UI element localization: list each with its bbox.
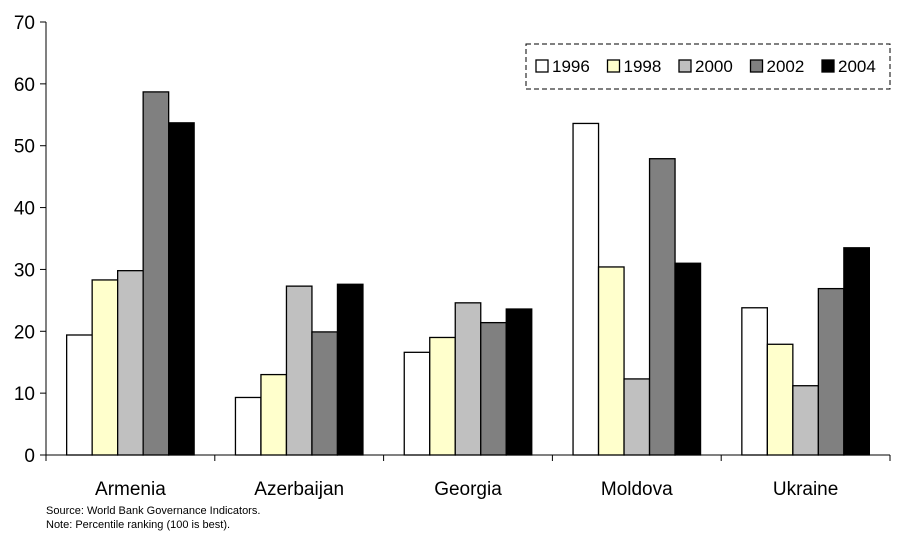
legend-swatch-2000 — [678, 59, 692, 73]
bar-moldova-2004 — [674, 262, 702, 456]
y-tick-label-70: 70 — [14, 13, 35, 34]
legend-label-2000: 2000 — [695, 57, 733, 76]
bar-azerbaijan-2002 — [311, 331, 339, 456]
y-tick-label-0: 0 — [24, 446, 35, 467]
bar-moldova-1998 — [597, 266, 625, 456]
x-axis: Armenia Azerbaijan Georgia Moldova Ukraine — [45, 454, 891, 500]
bars — [66, 91, 870, 456]
bar-georgia-1996 — [403, 351, 431, 456]
y-tick-label-30: 30 — [14, 260, 35, 281]
legend-swatch-1996 — [535, 59, 549, 73]
y-axis: 0 10 20 30 40 50 60 70 — [14, 13, 47, 467]
bar-armenia-1996 — [66, 334, 93, 456]
bar-armenia-1998 — [91, 279, 119, 456]
y-tick-label-60: 60 — [14, 75, 35, 96]
bar-ukraine-2000 — [792, 385, 819, 456]
bar-moldova-2002 — [648, 158, 676, 456]
bar-georgia-1998 — [429, 336, 456, 456]
bar-ukraine-2002 — [817, 287, 845, 456]
bar-azerbaijan-2004 — [336, 283, 364, 456]
y-tick-label-10: 10 — [14, 384, 35, 405]
legend-swatch-1998 — [606, 59, 621, 73]
x-label-georgia: Georgia — [434, 479, 502, 500]
bar-ukraine-2004 — [843, 247, 870, 456]
bar-georgia-2004 — [505, 308, 533, 456]
bar-armenia-2002 — [142, 91, 170, 456]
x-label-ukraine: Ukraine — [773, 479, 838, 500]
percentile-note: Note: Percentile ranking (100 is best). — [46, 519, 231, 531]
x-label-azerbaijan: Azerbaijan — [254, 479, 344, 500]
x-label-armenia: Armenia — [95, 479, 166, 500]
bar-azerbaijan-1998 — [260, 373, 288, 456]
bar-moldova-2000 — [623, 378, 651, 456]
bar-azerbaijan-1996 — [234, 396, 262, 456]
legend-swatch-2002 — [749, 59, 764, 73]
bar-ukraine-1996 — [741, 307, 768, 456]
legend-label-2002: 2002 — [767, 57, 805, 76]
y-tick-label-20: 20 — [14, 322, 35, 343]
y-tick-label-40: 40 — [14, 199, 35, 220]
legend-label-1996: 1996 — [552, 57, 590, 76]
x-label-moldova: Moldova — [601, 479, 673, 500]
source-note: Source: World Bank Governance Indicators… — [46, 505, 261, 517]
legend-label-2004: 2004 — [838, 57, 876, 76]
bar-armenia-2004 — [167, 122, 195, 456]
bar-azerbaijan-2000 — [285, 285, 313, 456]
legend-label-1998: 1998 — [624, 57, 662, 76]
y-tick-label-50: 50 — [14, 137, 35, 158]
bar-moldova-1996 — [572, 122, 600, 456]
bar-georgia-2002 — [480, 321, 507, 456]
bar-armenia-2000 — [117, 270, 144, 456]
bar-georgia-2000 — [454, 302, 482, 456]
legend-swatch-2004 — [821, 59, 835, 73]
legend: 1996 1998 2000 2002 2004 — [525, 43, 891, 90]
bar-ukraine-1998 — [766, 343, 794, 456]
